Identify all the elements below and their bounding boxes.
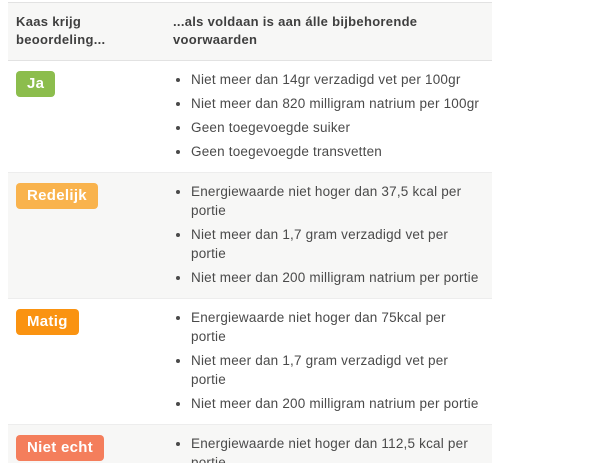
table-body: Ja Niet meer dan 14gr verzadigd vet per … xyxy=(8,61,492,463)
rating-badge-cell: Ja xyxy=(8,61,165,173)
condition-item: Niet meer dan 200 milligram natrium per … xyxy=(191,268,482,287)
rating-badge: Ja xyxy=(16,71,56,97)
condition-item: Geen toegevoegde suiker xyxy=(191,118,482,137)
condition-item: Energiewaarde niet hoger dan 75kcal per … xyxy=(191,308,482,346)
rating-badge-cell: Matig xyxy=(8,299,165,425)
table-row: Niet echt Energiewaarde niet hoger dan 1… xyxy=(8,424,492,463)
conditions-list: Energiewaarde niet hoger dan 37,5 kcal p… xyxy=(169,182,482,287)
conditions-list: Energiewaarde niet hoger dan 75kcal per … xyxy=(169,308,482,413)
cheese-rating-table: Kaas krijg beoordeling... ...als voldaan… xyxy=(8,2,492,463)
rating-badge: Niet echt xyxy=(16,435,105,461)
table-row: Ja Niet meer dan 14gr verzadigd vet per … xyxy=(8,61,492,173)
condition-item: Energiewaarde niet hoger dan 112,5 kcal … xyxy=(191,434,482,463)
rating-badge-cell: Redelijk xyxy=(8,173,165,299)
condition-item: Energiewaarde niet hoger dan 37,5 kcal p… xyxy=(191,182,482,220)
header-rating-column: Kaas krijg beoordeling... xyxy=(8,2,165,61)
conditions-cell: Niet meer dan 14gr verzadigd vet per 100… xyxy=(165,61,492,173)
condition-item: Niet meer dan 1,7 gram verzadigd vet per… xyxy=(191,351,482,389)
table-row: Matig Energiewaarde niet hoger dan 75kca… xyxy=(8,299,492,425)
table-header-row: Kaas krijg beoordeling... ...als voldaan… xyxy=(8,2,492,61)
conditions-cell: Energiewaarde niet hoger dan 37,5 kcal p… xyxy=(165,173,492,299)
rating-badge: Matig xyxy=(16,309,79,335)
condition-item: Niet meer dan 1,7 gram verzadigd vet per… xyxy=(191,225,482,263)
conditions-list: Niet meer dan 14gr verzadigd vet per 100… xyxy=(169,70,482,161)
conditions-cell: Energiewaarde niet hoger dan 112,5 kcal … xyxy=(165,425,492,463)
rating-badge-cell: Niet echt xyxy=(8,425,165,463)
condition-item: Geen toegevoegde transvetten xyxy=(191,142,482,161)
table-row: Redelijk Energiewaarde niet hoger dan 37… xyxy=(8,172,492,299)
condition-item: Niet meer dan 14gr verzadigd vet per 100… xyxy=(191,70,482,89)
table-header: Kaas krijg beoordeling... ...als voldaan… xyxy=(8,2,492,61)
condition-item: Niet meer dan 820 milligram natrium per … xyxy=(191,94,482,113)
condition-item: Niet meer dan 200 milligram natrium per … xyxy=(191,394,482,413)
conditions-list: Energiewaarde niet hoger dan 112,5 kcal … xyxy=(169,434,482,463)
conditions-cell: Energiewaarde niet hoger dan 75kcal per … xyxy=(165,299,492,425)
rating-badge: Redelijk xyxy=(16,183,98,209)
header-conditions-column: ...als voldaan is aan álle bijbehorende … xyxy=(165,2,492,61)
